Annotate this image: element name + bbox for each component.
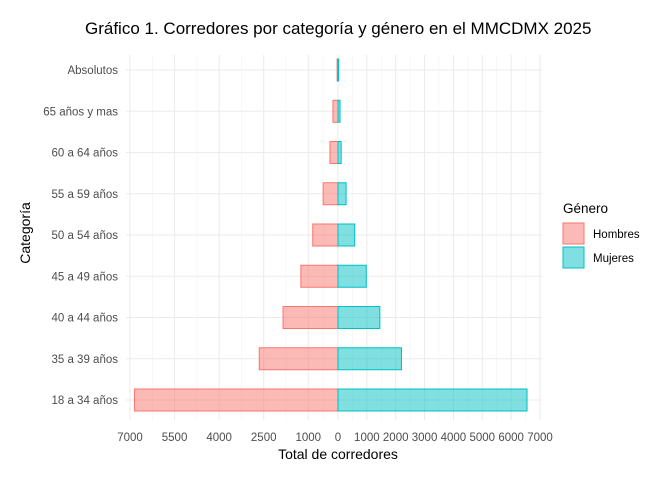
bar-hombres-3	[300, 264, 339, 288]
bar-hombres-6	[329, 141, 339, 164]
x-tick-label: 1000	[295, 432, 321, 444]
x-tick-label: 4000	[206, 432, 232, 444]
bar-mujeres-5	[337, 182, 347, 206]
y-tick-label: 40 a 44 años	[51, 313, 118, 325]
legend-label-hombres: Hombres	[593, 229, 640, 241]
y-tick-label: 35 a 39 años	[51, 354, 118, 366]
x-tick-label: 5500	[162, 432, 188, 444]
bar-hombres-0	[133, 388, 339, 412]
bar-hombres-2	[282, 306, 339, 329]
x-axis-title: Total de corredores	[278, 446, 398, 462]
y-tick-label: 18 a 34 años	[51, 395, 118, 407]
legend-title: Género	[563, 201, 608, 216]
bar-hombres-4	[312, 223, 339, 247]
bar-hombres-7	[332, 99, 339, 123]
bar-mujeres-8	[337, 58, 340, 82]
chart-title: Gráfico 1. Corredores por categoría y gé…	[85, 19, 591, 38]
x-tick-label: 2000	[383, 432, 409, 444]
y-axis-title: Categoría	[17, 202, 33, 264]
bar-hombres-5	[322, 182, 339, 206]
bar-mujeres-4	[337, 223, 356, 247]
y-tick-label: Absolutos	[67, 65, 118, 77]
x-tick-label: 1000	[354, 432, 380, 444]
y-tick-label: 55 a 59 años	[51, 189, 118, 201]
legend-key-mujeres	[562, 246, 585, 269]
y-axis-tick-labels: 18 a 34 años 35 a 39 años 40 a 44 años 45 a…	[43, 65, 118, 407]
x-tick-label: 6000	[498, 432, 524, 444]
legend-key-hombres	[562, 222, 585, 245]
x-tick-label: 2500	[251, 432, 277, 444]
x-tick-label: 3000	[412, 432, 438, 444]
bar-hombres-1	[258, 347, 339, 371]
x-tick-label: 0	[335, 432, 341, 444]
x-tick-label: 7000	[527, 432, 553, 444]
y-tick-label: 60 a 64 años	[51, 148, 118, 160]
y-tick-label: 50 a 54 años	[51, 230, 118, 242]
y-tick-label: 45 a 49 años	[51, 271, 118, 283]
legend-label-mujeres: Mujeres	[593, 253, 634, 265]
bar-mujeres-1	[337, 347, 402, 371]
bar-mujeres-0	[337, 388, 528, 412]
bar-mujeres-6	[337, 141, 342, 164]
bars	[133, 58, 528, 412]
x-axis-tick-labels: 7000 5500 4000 2500 1000 0 1000 2000 3000 4000 500…	[117, 432, 553, 444]
bar-mujeres-2	[337, 306, 381, 329]
x-tick-label: 4000	[441, 432, 467, 444]
bar-mujeres-7	[337, 99, 341, 123]
legend: Género Hombres Mujeres	[562, 201, 640, 269]
x-tick-label: 7000	[117, 432, 143, 444]
x-tick-label: 5000	[469, 432, 495, 444]
y-tick-label: 65 años y mas	[43, 106, 118, 118]
bar-mujeres-3	[337, 264, 367, 288]
